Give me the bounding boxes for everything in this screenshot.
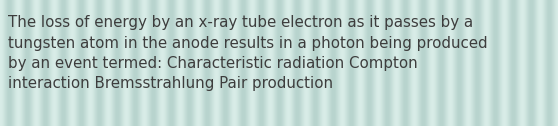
- Text: The loss of energy by an x-ray tube electron as it passes by a
tungsten atom in : The loss of energy by an x-ray tube elec…: [8, 15, 488, 91]
